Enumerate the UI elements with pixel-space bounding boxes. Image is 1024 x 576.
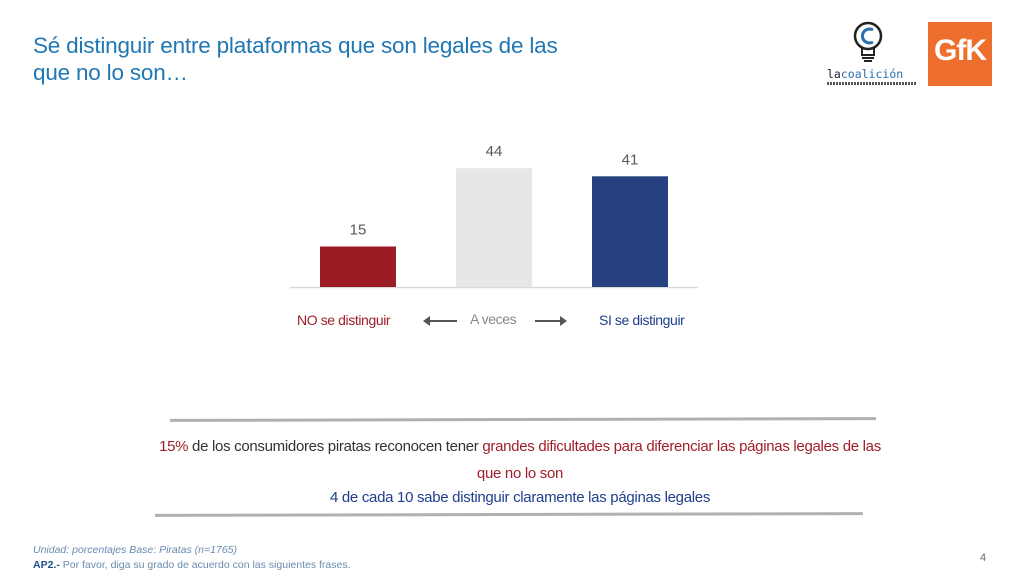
lacoalicion-logo: lacoalición <box>826 18 918 88</box>
footnote-question: AP2.- Por favor, diga su grado de acuerd… <box>33 559 351 571</box>
category-label-si: SI se distinguir <box>599 312 685 328</box>
arrow-left-icon <box>423 316 457 326</box>
gfk-logo: GfK <box>928 22 992 86</box>
data-label-2: 41 <box>622 151 639 168</box>
summary-pct: 15% <box>159 438 189 455</box>
summary-line2: 4 de cada 10 sabe distinguir claramente … <box>329 489 711 506</box>
summary-highlight: grandes dificultades para diferenciar la… <box>476 438 881 482</box>
bar-0 <box>320 246 396 287</box>
data-label-1: 44 <box>486 143 503 160</box>
data-label-0: 15 <box>350 222 367 239</box>
gfk-wordmark: GfK <box>934 34 987 67</box>
arrow-right-icon <box>535 316 567 326</box>
summary-text: 15% de los consumidores piratas reconoce… <box>150 433 890 487</box>
category-label-a-veces: A veces <box>470 311 517 327</box>
page-title: Sé distinguir entre plataformas que son … <box>33 33 558 85</box>
lacoalicion-wordmark: lacoalición <box>827 67 904 81</box>
bar-1 <box>456 168 532 287</box>
category-label-no: NO se distinguir <box>297 312 391 328</box>
lacoalicion-tagline <box>827 82 917 85</box>
lightbulb-icon <box>853 21 883 62</box>
summary-text1: de los consumidores piratas reconocen te… <box>188 438 483 455</box>
page-number: 4 <box>980 552 987 564</box>
bar-2 <box>592 176 668 287</box>
footnote-unit: Unidad: porcentajes Base: Piratas (n=176… <box>33 544 237 556</box>
